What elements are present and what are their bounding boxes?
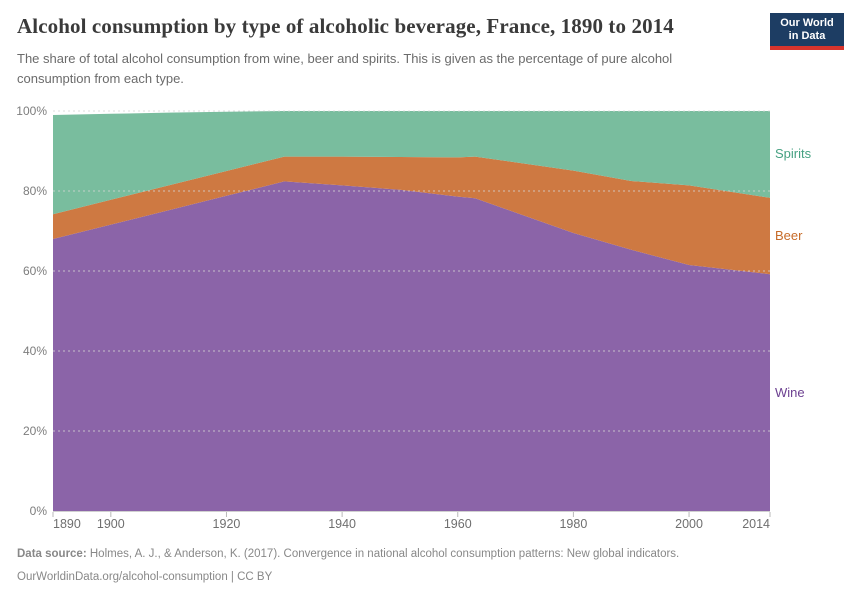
y-tick-label-0: 0% (29, 504, 47, 518)
series-label-beer: Beer (775, 228, 803, 243)
x-tick-label-1960: 1960 (443, 517, 472, 531)
chart-footer: Data source: Holmes, A. J., & Anderson, … (17, 543, 817, 589)
y-tick-label-40: 40% (22, 344, 47, 358)
x-tick-label-2014: 2014 (742, 517, 770, 531)
y-tick-label-80: 80% (22, 184, 47, 198)
owid-logo-line2: in Data (788, 29, 826, 42)
series-label-spirits: Spirits (775, 146, 812, 162)
x-tick-label-1920: 1920 (212, 517, 241, 531)
data-source-text: Holmes, A. J., & Anderson, K. (2017). Co… (89, 548, 680, 560)
page-title: Alcohol consumption by type of alcoholic… (17, 14, 674, 38)
x-tick-label-2000: 2000 (675, 517, 703, 531)
owid-logo[interactable]: Our World in Data (770, 13, 844, 50)
x-tick-label-1890: 1890 (53, 517, 81, 531)
x-tick-label-1940: 1940 (328, 517, 357, 531)
x-tick-label-1980: 1980 (559, 517, 588, 531)
area-wine[interactable] (53, 181, 770, 511)
series-label-wine: Wine (775, 384, 805, 400)
data-source-label: Data source: (17, 548, 87, 560)
x-tick-label-1900: 1900 (96, 517, 125, 531)
data-source-line: Data source: Holmes, A. J., & Anderson, … (17, 543, 817, 566)
y-tick-label-60: 60% (22, 264, 47, 278)
page-subtitle: The share of total alcohol consumption f… (17, 51, 673, 86)
credit-line: OurWorldinData.org/alcohol-consumption |… (17, 566, 817, 589)
owid-logo-line1: Our World (780, 16, 834, 29)
area-spirits[interactable] (53, 111, 770, 215)
area-beer[interactable] (53, 156, 770, 275)
y-tick-label-20: 20% (22, 424, 47, 438)
y-tick-label-100: 100% (16, 104, 47, 118)
credit-link[interactable]: OurWorldinData.org/alcohol-consumption |… (17, 571, 273, 583)
